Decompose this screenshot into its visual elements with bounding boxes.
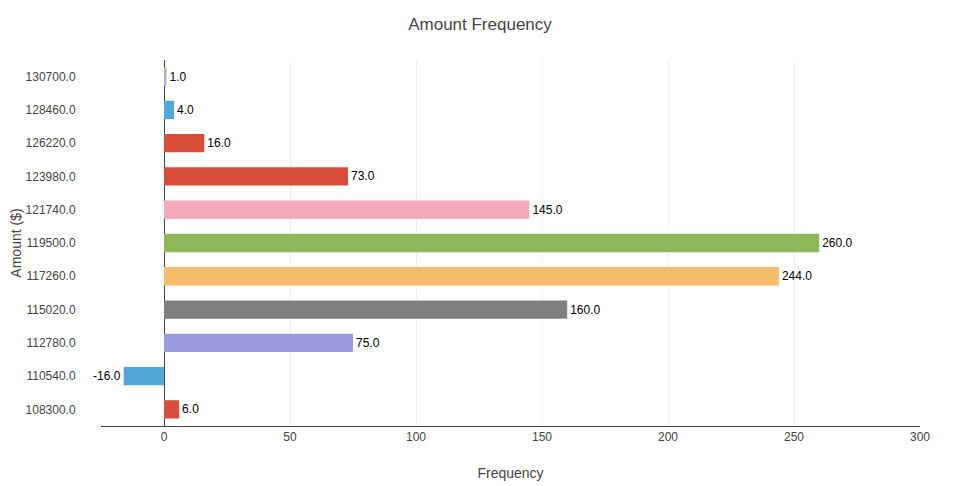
svg-text:-16.0: -16.0 [93,369,121,383]
svg-text:100: 100 [406,430,426,444]
svg-text:73.0: 73.0 [351,169,375,183]
svg-text:126220.0: 126220.0 [26,136,76,150]
svg-text:244.0: 244.0 [782,269,812,283]
svg-text:1.0: 1.0 [170,70,187,84]
svg-text:110540.0: 110540.0 [26,369,75,383]
svg-text:119500.0: 119500.0 [26,236,75,250]
svg-text:130700.0: 130700.0 [26,70,76,84]
svg-text:128460.0: 128460.0 [26,103,76,117]
svg-text:145.0: 145.0 [532,203,562,217]
svg-text:123980.0: 123980.0 [26,170,76,184]
svg-text:108300.0: 108300.0 [26,403,76,417]
svg-text:6.0: 6.0 [182,402,199,416]
svg-text:250: 250 [784,430,804,444]
svg-text:Amount Frequency: Amount Frequency [408,15,552,34]
svg-text:Frequency: Frequency [477,465,543,481]
svg-text:115020.0: 115020.0 [26,303,75,317]
svg-text:117260.0: 117260.0 [26,269,75,283]
svg-text:300: 300 [910,430,930,444]
svg-text:50: 50 [283,430,297,444]
svg-text:16.0: 16.0 [207,136,231,150]
svg-text:Amount ($): Amount ($) [8,208,24,277]
svg-text:0: 0 [161,430,168,444]
svg-text:4.0: 4.0 [177,103,194,117]
svg-text:160.0: 160.0 [570,303,600,317]
svg-text:260.0: 260.0 [822,236,852,250]
svg-text:112780.0: 112780.0 [26,336,75,350]
svg-text:121740.0: 121740.0 [26,203,76,217]
svg-text:75.0: 75.0 [356,336,380,350]
svg-text:200: 200 [658,430,678,444]
svg-text:150: 150 [532,430,552,444]
